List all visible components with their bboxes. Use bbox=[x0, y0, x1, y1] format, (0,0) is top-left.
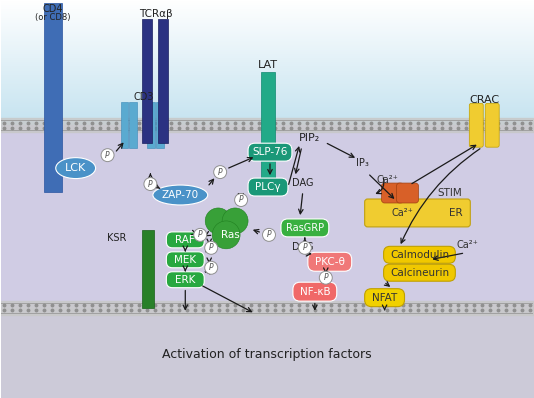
Text: (or CD8): (or CD8) bbox=[35, 13, 70, 22]
Text: KSR: KSR bbox=[107, 233, 127, 243]
Text: RAF: RAF bbox=[175, 235, 195, 245]
FancyBboxPatch shape bbox=[469, 103, 483, 147]
Text: NFAT: NFAT bbox=[372, 293, 397, 302]
Text: P: P bbox=[198, 230, 202, 239]
FancyBboxPatch shape bbox=[382, 183, 404, 203]
Circle shape bbox=[234, 193, 248, 207]
Bar bbox=[143, 230, 154, 308]
Circle shape bbox=[212, 221, 240, 249]
FancyBboxPatch shape bbox=[281, 219, 329, 237]
Ellipse shape bbox=[153, 185, 208, 205]
Text: P: P bbox=[239, 195, 244, 205]
Bar bbox=[44, 3, 62, 192]
Text: PLCγ: PLCγ bbox=[255, 182, 281, 192]
Text: DAG: DAG bbox=[292, 178, 313, 188]
Bar bbox=[156, 102, 164, 148]
Text: TCRαβ: TCRαβ bbox=[139, 9, 172, 19]
Text: P: P bbox=[148, 179, 153, 189]
Text: PIP₂: PIP₂ bbox=[299, 133, 320, 143]
Text: P: P bbox=[209, 243, 214, 252]
Text: ERK: ERK bbox=[175, 275, 195, 285]
Text: P: P bbox=[218, 168, 223, 177]
FancyBboxPatch shape bbox=[248, 178, 288, 196]
Text: DAG: DAG bbox=[292, 242, 313, 252]
FancyBboxPatch shape bbox=[365, 289, 405, 306]
Bar bbox=[159, 19, 168, 143]
Bar bbox=[261, 72, 275, 185]
Text: ZAP-70: ZAP-70 bbox=[162, 190, 199, 200]
FancyBboxPatch shape bbox=[248, 143, 292, 161]
Text: Calcineurin: Calcineurin bbox=[390, 268, 449, 278]
Circle shape bbox=[101, 149, 114, 162]
Text: CD3: CD3 bbox=[133, 92, 154, 102]
Text: P: P bbox=[303, 243, 307, 252]
Ellipse shape bbox=[56, 158, 96, 179]
FancyBboxPatch shape bbox=[167, 232, 204, 248]
Circle shape bbox=[222, 208, 248, 234]
Circle shape bbox=[319, 271, 332, 284]
FancyBboxPatch shape bbox=[293, 282, 337, 301]
Bar bbox=[121, 102, 129, 148]
Text: Calmodulin: Calmodulin bbox=[390, 250, 449, 260]
FancyBboxPatch shape bbox=[167, 252, 204, 268]
Text: Ca²⁺: Ca²⁺ bbox=[457, 240, 478, 250]
FancyBboxPatch shape bbox=[308, 252, 352, 271]
FancyBboxPatch shape bbox=[383, 246, 456, 263]
FancyBboxPatch shape bbox=[167, 272, 204, 288]
Text: P: P bbox=[266, 230, 271, 239]
Text: Ca²⁺: Ca²⁺ bbox=[391, 208, 413, 218]
Circle shape bbox=[205, 261, 218, 274]
Circle shape bbox=[144, 178, 157, 191]
Text: P: P bbox=[324, 273, 328, 282]
Text: STIM: STIM bbox=[437, 188, 462, 198]
Text: RasGRP: RasGRP bbox=[286, 223, 324, 233]
Text: Ca²⁺: Ca²⁺ bbox=[376, 175, 398, 185]
Text: LCK: LCK bbox=[65, 163, 87, 173]
Circle shape bbox=[194, 228, 207, 241]
Text: CRAC: CRAC bbox=[469, 96, 499, 105]
Text: P: P bbox=[105, 151, 110, 160]
Text: Activation of transcription factors: Activation of transcription factors bbox=[162, 348, 372, 361]
Text: P: P bbox=[209, 263, 214, 272]
FancyBboxPatch shape bbox=[485, 103, 499, 147]
Circle shape bbox=[299, 241, 311, 254]
Text: Ras: Ras bbox=[221, 230, 240, 240]
Text: ER: ER bbox=[449, 208, 462, 218]
Text: CD4: CD4 bbox=[43, 4, 63, 14]
Bar bbox=[147, 102, 155, 148]
Circle shape bbox=[263, 228, 276, 241]
Text: SLP-76: SLP-76 bbox=[252, 147, 288, 157]
Circle shape bbox=[205, 208, 231, 234]
Circle shape bbox=[214, 166, 226, 179]
Text: PKC-θ: PKC-θ bbox=[315, 257, 345, 267]
FancyBboxPatch shape bbox=[383, 264, 456, 281]
Text: NF-κB: NF-κB bbox=[300, 287, 330, 297]
Bar bbox=[129, 102, 137, 148]
Text: MEK: MEK bbox=[174, 255, 197, 265]
Circle shape bbox=[205, 241, 218, 254]
Bar bbox=[143, 19, 152, 143]
Text: LAT: LAT bbox=[258, 60, 278, 70]
FancyBboxPatch shape bbox=[397, 183, 419, 203]
Text: IP₃: IP₃ bbox=[356, 158, 369, 168]
FancyBboxPatch shape bbox=[365, 199, 470, 227]
